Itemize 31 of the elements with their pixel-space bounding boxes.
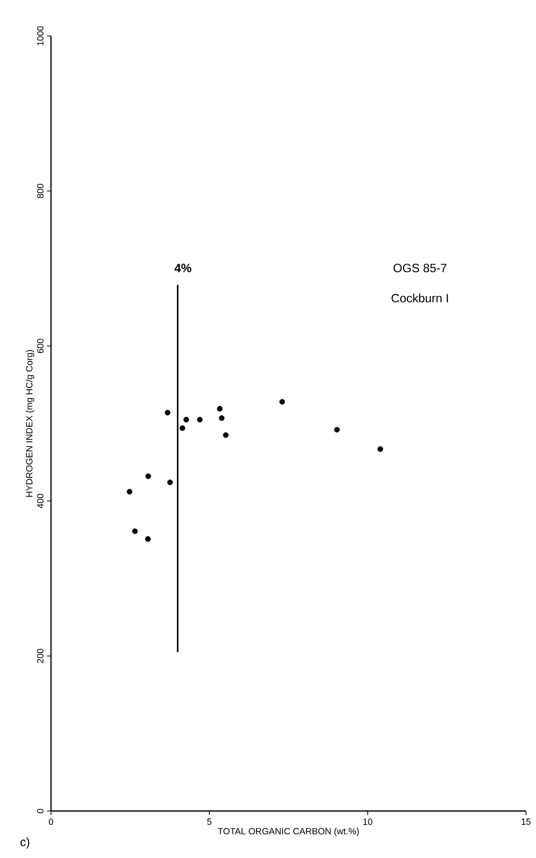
x-axis-title: TOTAL ORGANIC CARBON (wt.%) [218, 828, 359, 836]
point [216, 406, 223, 412]
x-tick-label: 0 [48, 818, 54, 825]
y-tick-label: 400 [37, 494, 44, 508]
y-axis-title: HYDROGEN INDEX (mg HC/g Corg) [26, 350, 34, 497]
point [223, 432, 229, 438]
point [378, 446, 384, 452]
y-tick-label: 800 [37, 184, 44, 198]
point [145, 473, 152, 479]
point [197, 416, 203, 422]
annotation: OGS 85-7 [394, 264, 446, 272]
y-tick-label: 0 [37, 808, 44, 814]
point [218, 415, 224, 421]
x-tick-label: 15 [522, 818, 531, 825]
point [183, 416, 190, 422]
y-tick-label: 600 [37, 338, 44, 354]
y-tick-label: 200 [37, 648, 44, 664]
point [164, 410, 170, 416]
point [180, 425, 186, 431]
y-tick-label: 1000 [37, 26, 44, 46]
point [145, 536, 151, 542]
x-tick-label: 10 [363, 818, 372, 825]
point [126, 488, 132, 494]
text: c) [20, 837, 30, 849]
point [167, 480, 173, 486]
annotation: Cockburn I [392, 294, 448, 302]
annotation: 4% [174, 264, 192, 272]
point [279, 398, 285, 405]
point [334, 426, 340, 432]
point [132, 528, 138, 534]
x-tick-label: 5 [207, 818, 212, 825]
